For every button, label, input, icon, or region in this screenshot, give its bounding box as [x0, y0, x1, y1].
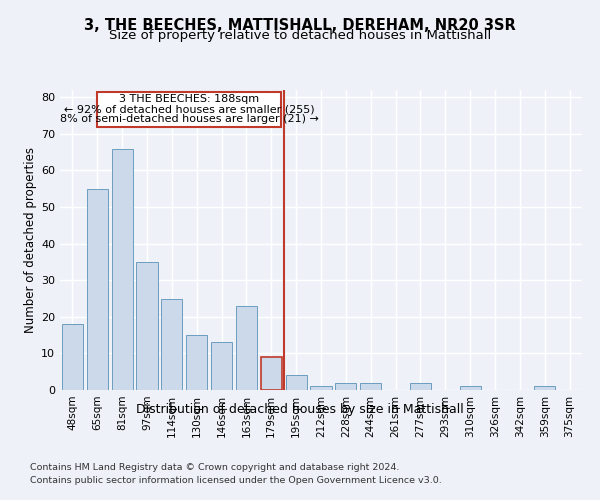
Bar — [211, 342, 232, 390]
Text: 8% of semi-detached houses are larger (21) →: 8% of semi-detached houses are larger (2… — [60, 114, 319, 124]
Bar — [534, 386, 555, 390]
Text: Contains public sector information licensed under the Open Government Licence v3: Contains public sector information licen… — [30, 476, 442, 485]
Text: Distribution of detached houses by size in Mattishall: Distribution of detached houses by size … — [136, 402, 464, 415]
Bar — [310, 386, 332, 390]
Bar — [360, 382, 381, 390]
Text: ← 92% of detached houses are smaller (255): ← 92% of detached houses are smaller (25… — [64, 104, 314, 114]
Bar — [335, 382, 356, 390]
Text: 3, THE BEECHES, MATTISHALL, DEREHAM, NR20 3SR: 3, THE BEECHES, MATTISHALL, DEREHAM, NR2… — [84, 18, 516, 32]
Bar — [161, 298, 182, 390]
FancyBboxPatch shape — [97, 92, 281, 126]
Bar — [136, 262, 158, 390]
Bar — [62, 324, 83, 390]
Bar — [87, 189, 108, 390]
Bar — [410, 382, 431, 390]
Bar — [460, 386, 481, 390]
Bar — [261, 357, 282, 390]
Text: 3 THE BEECHES: 188sqm: 3 THE BEECHES: 188sqm — [119, 94, 259, 104]
Bar — [112, 148, 133, 390]
Text: Contains HM Land Registry data © Crown copyright and database right 2024.: Contains HM Land Registry data © Crown c… — [30, 462, 400, 471]
Text: Size of property relative to detached houses in Mattishall: Size of property relative to detached ho… — [109, 28, 491, 42]
Y-axis label: Number of detached properties: Number of detached properties — [24, 147, 37, 333]
Bar — [186, 335, 207, 390]
Bar — [236, 306, 257, 390]
Bar — [286, 376, 307, 390]
